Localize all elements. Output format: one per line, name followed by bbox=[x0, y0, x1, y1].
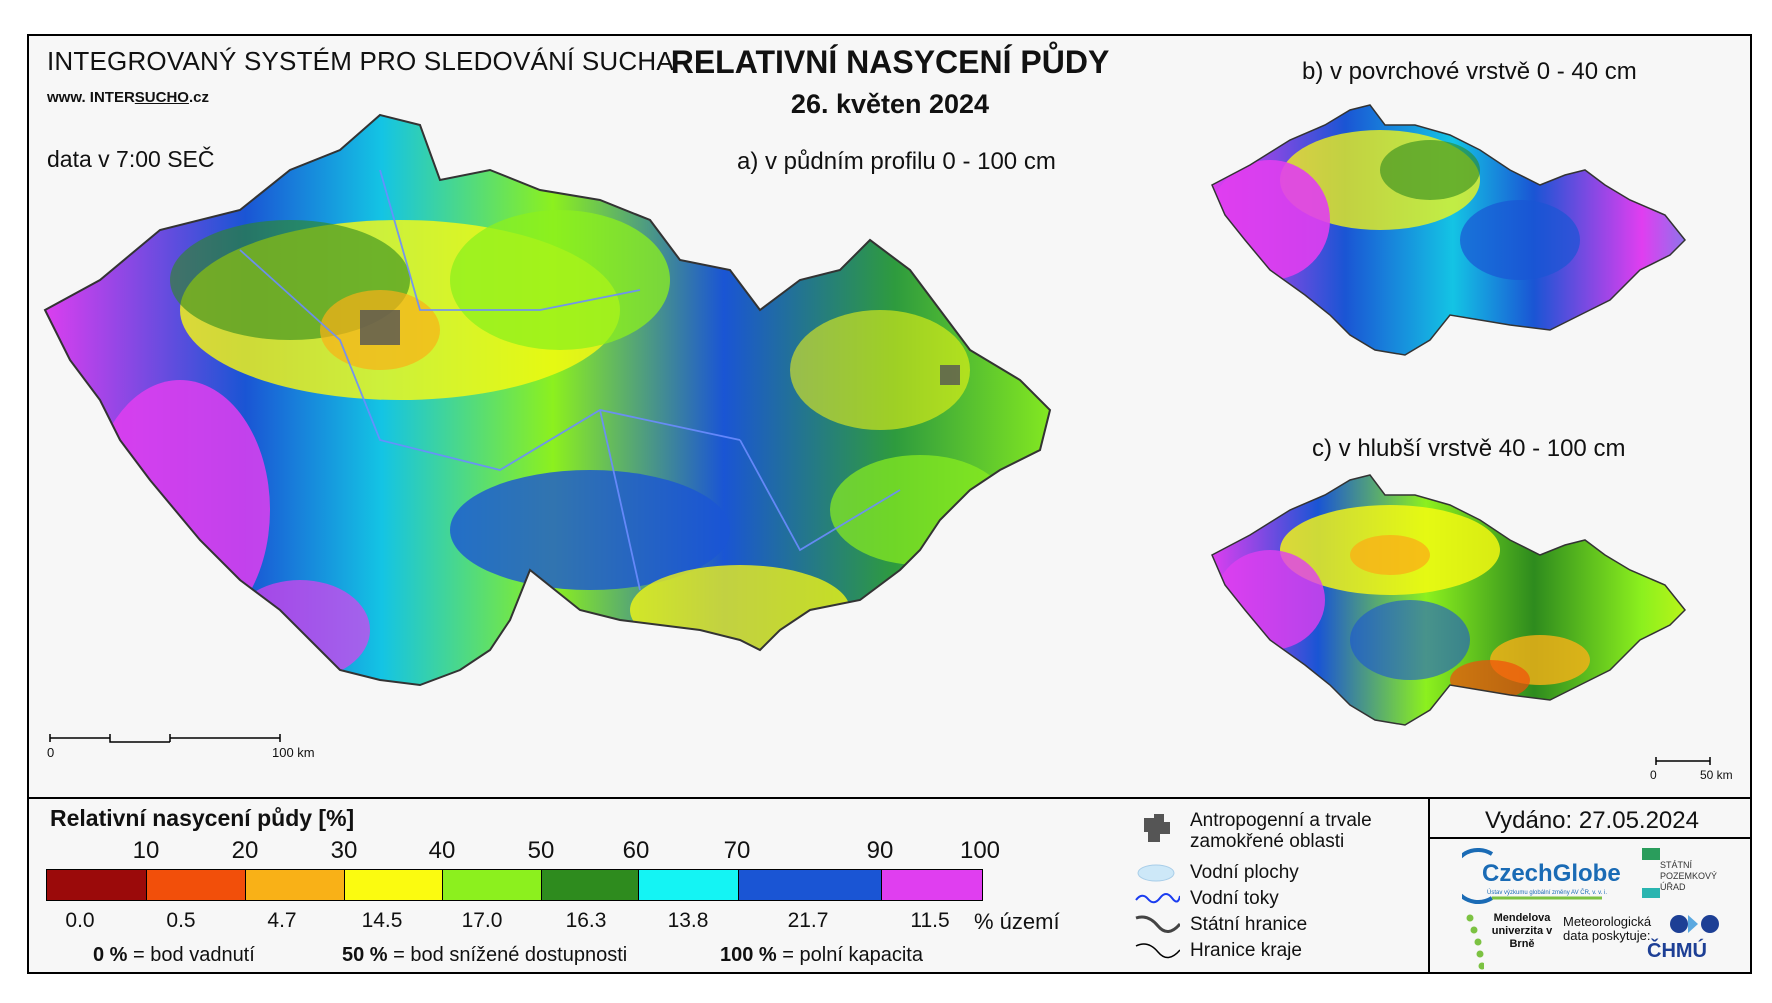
map-date: 26. květen 2024 bbox=[790, 89, 990, 119]
chmu-logo-icon bbox=[1670, 915, 1719, 933]
legend-tick: 10 bbox=[132, 837, 160, 864]
system-title: INTEGROVANÝ SYSTÉM PRO SLEDOVÁNÍ SUCHA bbox=[47, 46, 674, 76]
legend-water-body-label: Vodní plochy bbox=[1190, 862, 1299, 883]
legend-swatch bbox=[882, 870, 982, 900]
map-a-label: a) v půdním profilu 0 - 100 cm bbox=[737, 148, 1056, 175]
scale-small-start: 0 bbox=[1650, 768, 1657, 782]
map-b-label: b) v povrchové vrstvě 0 - 40 cm bbox=[1302, 58, 1637, 85]
legend-swatch bbox=[542, 870, 639, 900]
mendel-logo-text: Mendelova univerzita v Brně bbox=[1491, 912, 1553, 950]
chmu-logo-text: ČHMÚ bbox=[1647, 940, 1707, 962]
legend-tick: 50 bbox=[527, 837, 555, 864]
definition-field-capacity: 100 % = polní kapacita bbox=[720, 944, 923, 966]
legend-swatch bbox=[443, 870, 542, 900]
czechglobe-subtitle: Ústav výzkumu globální změny AV ČR, v. v… bbox=[1487, 890, 1608, 896]
legend-title: Relativní nasycení půdy [%] bbox=[50, 805, 355, 831]
scale-bar-small bbox=[1655, 757, 1711, 765]
spu-logo-text: STÁTNÍ POZEMKOVÝ ÚŘAD bbox=[1660, 860, 1718, 892]
territory-unit: % území bbox=[974, 909, 1060, 934]
territory-share: 14.5 bbox=[361, 909, 403, 932]
data-time: data v 7:00 SEČ bbox=[47, 146, 215, 172]
legend-swatch bbox=[739, 870, 882, 900]
territory-share: 0.0 bbox=[65, 909, 95, 932]
legend-tick: 30 bbox=[330, 837, 358, 864]
legend-swatch bbox=[639, 870, 739, 900]
legend-swatch bbox=[147, 870, 246, 900]
water-body-icon bbox=[1137, 864, 1175, 882]
urban-area-icon bbox=[1144, 814, 1170, 842]
legend-tick: 90 bbox=[866, 837, 894, 864]
meteo-data-provider: Meteorologická data poskytuje: bbox=[1563, 914, 1652, 943]
legend-tick: 100 bbox=[959, 837, 1001, 864]
issued-date: Vydáno: 27.05.2024 bbox=[1485, 807, 1699, 834]
definition-wilting-point: 0 % = bod vadnutí bbox=[93, 944, 255, 966]
footer-divider-horizontal bbox=[1428, 837, 1752, 839]
scale-small-end: 50 km bbox=[1700, 768, 1733, 782]
mendel-logo-icon bbox=[1466, 914, 1484, 970]
legend-urban-area-label: Antropogenní a trvale zamokřené oblasti bbox=[1190, 810, 1372, 852]
scale-main-start: 0 bbox=[47, 745, 55, 760]
map-c-deep-layer bbox=[1211, 474, 1687, 726]
definition-reduced-availability: 50 % = bod snížené dostupnosti bbox=[342, 944, 628, 966]
river-icon bbox=[1135, 893, 1180, 904]
legend-color-bar bbox=[46, 869, 983, 901]
territory-share: 21.7 bbox=[787, 909, 829, 932]
territory-share: 11.5 bbox=[910, 909, 950, 932]
legend-swatch bbox=[345, 870, 443, 900]
territory-share: 13.8 bbox=[667, 909, 709, 932]
legend-tick: 20 bbox=[231, 837, 259, 864]
legend-tick: 60 bbox=[622, 837, 650, 864]
territory-share: 0.5 bbox=[166, 909, 196, 932]
legend-region-border-label: Hranice kraje bbox=[1190, 940, 1302, 961]
spu-logo-icon bbox=[1642, 848, 1660, 898]
map-a-soil-profile bbox=[43, 113, 1052, 687]
scale-bar-main bbox=[49, 734, 281, 743]
map-c-label: c) v hlubší vrstvě 40 - 100 cm bbox=[1312, 435, 1626, 462]
legend-state-border-label: Státní hranice bbox=[1190, 914, 1308, 935]
legend-swatch bbox=[47, 870, 147, 900]
region-border-icon bbox=[1135, 943, 1180, 959]
czechglobe-logo-text: CzechGlobe bbox=[1482, 860, 1621, 887]
legend-tick: 70 bbox=[723, 837, 751, 864]
legend-swatch bbox=[246, 870, 345, 900]
czechglobe-logo-icon bbox=[1462, 848, 1602, 904]
website-link[interactable]: www. INTERSUCHO.cz bbox=[47, 89, 209, 106]
legend-river-label: Vodní toky bbox=[1190, 888, 1279, 909]
map-b-surface-layer bbox=[1211, 104, 1687, 356]
main-title: RELATIVNÍ NASYCENÍ PŮDY bbox=[670, 44, 1110, 80]
territory-share: 4.7 bbox=[267, 909, 297, 932]
scale-main-end: 100 km bbox=[272, 745, 315, 760]
state-border-icon bbox=[1135, 915, 1180, 933]
legend-tick: 40 bbox=[428, 837, 456, 864]
legend-divider bbox=[27, 797, 1752, 799]
territory-share: 16.3 bbox=[565, 909, 607, 932]
territory-share: 17.0 bbox=[461, 909, 503, 932]
footer-divider-vertical bbox=[1428, 797, 1430, 974]
